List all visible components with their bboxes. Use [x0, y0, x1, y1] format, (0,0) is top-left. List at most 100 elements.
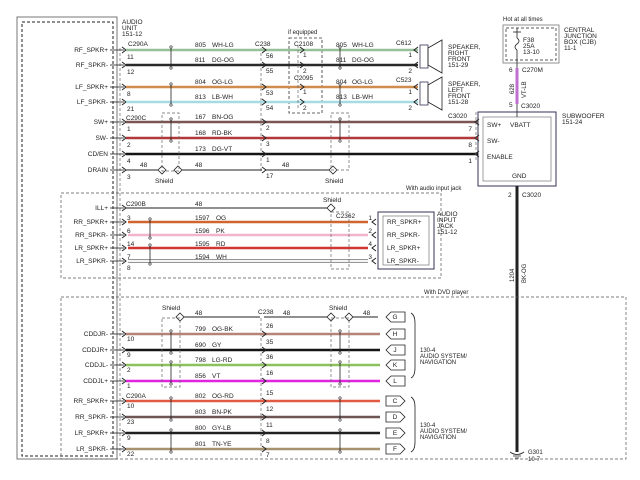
dvd-color-8: TN-YE [212, 441, 232, 448]
mid-pin-5: 3 [266, 141, 270, 148]
twisted-pair-icon-end [148, 262, 152, 266]
signal-label-0: RF_SPKR+ [74, 47, 108, 54]
connector-tab-label-5: C [393, 398, 398, 405]
mid-pin-1: 55 [266, 68, 274, 75]
connector-c2362-label: C2362 [336, 213, 356, 220]
speaker-lf-title-2: LEFT [448, 87, 464, 94]
connector-pin-icon [261, 134, 267, 142]
connector-pin-icon [261, 397, 267, 405]
twisted-pair-icon-end [338, 418, 342, 422]
connector-c290a-dvd-label: C290A [126, 393, 147, 400]
pin-number-0: 11 [127, 54, 134, 61]
jack-color-3: RD [216, 241, 226, 248]
audio-input-jack-inner [382, 215, 430, 266]
signal-label-5: SW- [95, 135, 108, 142]
dvd-mid-pin-5: 15 [266, 390, 274, 397]
jack-color-4: WH [216, 254, 227, 261]
connector-c290c-label: C290C [126, 115, 147, 122]
audio-jack-title-3: JACK [437, 223, 454, 230]
twisted-pair-icon-end [148, 217, 152, 221]
speaker-right-front-icon [419, 39, 443, 74]
jack-pin-label-2: RR_SPKR- [387, 232, 420, 239]
cjb-title-3: BOX (CJB) [564, 39, 596, 46]
connector-tab-C [385, 395, 406, 407]
twisted-pair-icon-end [169, 66, 173, 70]
shield-boundary [161, 317, 181, 388]
shield-label: Shield [162, 305, 180, 312]
circuit-label-1: 811 [336, 57, 347, 64]
signal-label-7: DRAIN [88, 167, 109, 174]
connector-pin-icon [261, 445, 267, 453]
feed-circuit: 628 [510, 83, 516, 94]
connector-tab-label-0: G [392, 314, 397, 321]
jack-signal-label-1: RR_SPKR+ [74, 219, 109, 226]
dvd-circuit-4: 856 [195, 373, 206, 380]
shield-icon [175, 312, 185, 322]
dvd-signal-label-6: RR_SPKR- [75, 414, 108, 421]
connector-c612-label: C612 [396, 40, 412, 47]
circuit-label-0: 805 [195, 42, 206, 49]
connector-pin-icon [474, 118, 480, 126]
pin-number-4: 1 [127, 126, 131, 133]
shield-boundary [161, 112, 180, 172]
color-label-4: BN-OG [212, 114, 233, 121]
jack-end-pin-3: 4 [368, 241, 372, 248]
dvd-pin-2: 9 [127, 352, 131, 359]
connector-c3020-label: C3020 [448, 113, 468, 120]
dvd-color-3: LG-RD [212, 357, 233, 364]
dvd-section [60, 296, 627, 460]
connector-tab-G [385, 311, 406, 323]
connector-tab-J [385, 344, 406, 356]
connector-pin-icon [413, 98, 419, 106]
audio-unit-title-3: 151-12 [122, 31, 143, 38]
circuit-label-6: 173 [195, 146, 206, 153]
circuit-label-7: 48 [140, 162, 148, 169]
pin-number-7: 3 [127, 174, 131, 181]
mid-pin-4: 2 [266, 125, 270, 132]
connector-pin-icon [121, 231, 127, 239]
ground-symbol-icon [509, 451, 525, 459]
audio-jack-title-4: 151-12 [437, 229, 458, 236]
jack-pin-8: 8 [127, 265, 131, 272]
twisted-pair-icon-end [169, 428, 173, 432]
connector-tab-label-7: E [393, 430, 398, 437]
c3020-gnd-label: C3020 [522, 192, 542, 199]
subwoofer-pin-sw-minus: SW- [487, 138, 500, 145]
twisted-pair-icon-end [169, 418, 173, 422]
connector-tab-label-8: F [393, 446, 397, 453]
connector-pin-icon [261, 46, 267, 54]
speaker-rf-title-3: FRONT [448, 56, 470, 63]
color-label-3: LB-WH [212, 94, 233, 101]
connector-pin-icon [261, 150, 267, 158]
jack-signal-label-3: LR_SPKR+ [75, 245, 109, 252]
speaker-left-front-icon [419, 76, 443, 111]
connector-tab-K [385, 359, 406, 371]
dvd-pin-3: 2 [127, 367, 131, 374]
dvd-circuit-0: 48 [195, 310, 203, 317]
shield-label: Shield [329, 305, 347, 312]
jack-signal-label-0: ILL+ [95, 205, 108, 212]
connector-pin-icon [413, 46, 419, 54]
jack-pin-label-4: LR_SPKR- [387, 258, 419, 265]
connector-pin-icon [261, 98, 267, 106]
audio-jack-title-1: AUDIO [437, 211, 458, 218]
ground-id: G301 [528, 450, 543, 456]
twisted-pair-icon-end [338, 450, 342, 454]
audio-unit-inner-dashed [21, 21, 114, 457]
dvd-circuit-5: 802 [195, 393, 206, 400]
circuit-label-1: 811 [195, 57, 206, 64]
circuit-label-2: 804 [195, 79, 206, 86]
speaker-rf-title-1: SPEAKER, [448, 44, 481, 51]
shield-boundary [330, 112, 350, 171]
mid-pin-0: 56 [266, 53, 274, 60]
connector-tab-D [385, 411, 406, 423]
color-label-3: LB-WH [352, 94, 373, 101]
color-label-2: OG-LG [352, 79, 373, 86]
connector-pin-icon [474, 134, 480, 142]
subwoofer-title-2: 151-24 [562, 119, 583, 126]
connector-pin-icon [121, 244, 127, 252]
shield-boundary [330, 211, 350, 270]
connector-pin-icon [413, 83, 419, 91]
speaker-lf-title-3: FRONT [448, 93, 470, 100]
